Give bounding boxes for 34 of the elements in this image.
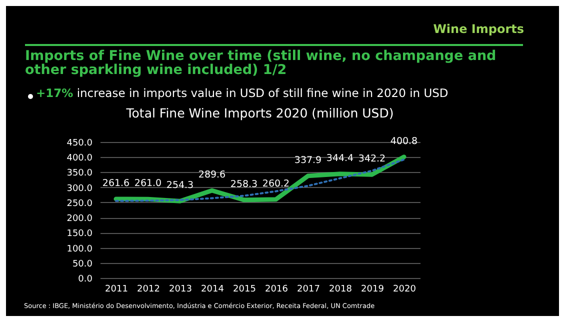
y-tick-label: 450.0 — [66, 138, 93, 148]
text: Wine Imports — [433, 22, 524, 36]
data-label: 337.9 — [294, 154, 322, 166]
x-tick-label: 2011 — [105, 284, 128, 294]
y-tick-label: 0.0 — [78, 274, 93, 284]
y-tick-label: 100.0 — [66, 244, 93, 254]
data-label: 260.2 — [262, 178, 290, 190]
x-tick-label: 2017 — [297, 284, 320, 294]
chart-title: Total Fine Wine Imports 2020 (million USD) — [125, 105, 394, 120]
data-label: 258.3 — [230, 178, 258, 190]
data-label: 344.4 — [326, 152, 354, 164]
data-label: 261.6 — [102, 178, 130, 189]
x-tick-label: 2019 — [361, 284, 384, 294]
y-tick-label: 350.0 — [66, 168, 93, 179]
data-label: 254.3 — [166, 180, 194, 192]
x-tick-label: 2018 — [329, 284, 352, 294]
y-tick-label: 150.0 — [66, 229, 93, 240]
text: +17% increase in imports value in USD of still fine wine in 2020 in USD — [36, 86, 448, 100]
data-label: 342.2 — [358, 154, 386, 165]
x-tick-label: 2016 — [265, 284, 288, 294]
x-tick-label: 2012 — [137, 284, 160, 294]
x-tick-label: 2013 — [169, 284, 192, 294]
data-label: 261.0 — [134, 178, 162, 190]
data-label: 289.6 — [198, 169, 226, 180]
y-tick-label: 250.0 — [66, 198, 93, 209]
y-tick-label: 300.0 — [66, 184, 93, 194]
x-tick-label: 2014 — [201, 284, 224, 294]
text: Imports of Fine Wine over time (still wine, no champange and other sparkling wine included) 1/2 — [25, 48, 498, 78]
x-tick-label: 2015 — [233, 284, 256, 294]
x-tick-label: 2020 — [393, 284, 416, 294]
y-tick-label: 200.0 — [66, 214, 93, 224]
data-label: 400.8 — [390, 136, 418, 147]
y-tick-label: 400.0 — [66, 154, 93, 164]
y-tick-label: 50.0 — [72, 259, 93, 270]
